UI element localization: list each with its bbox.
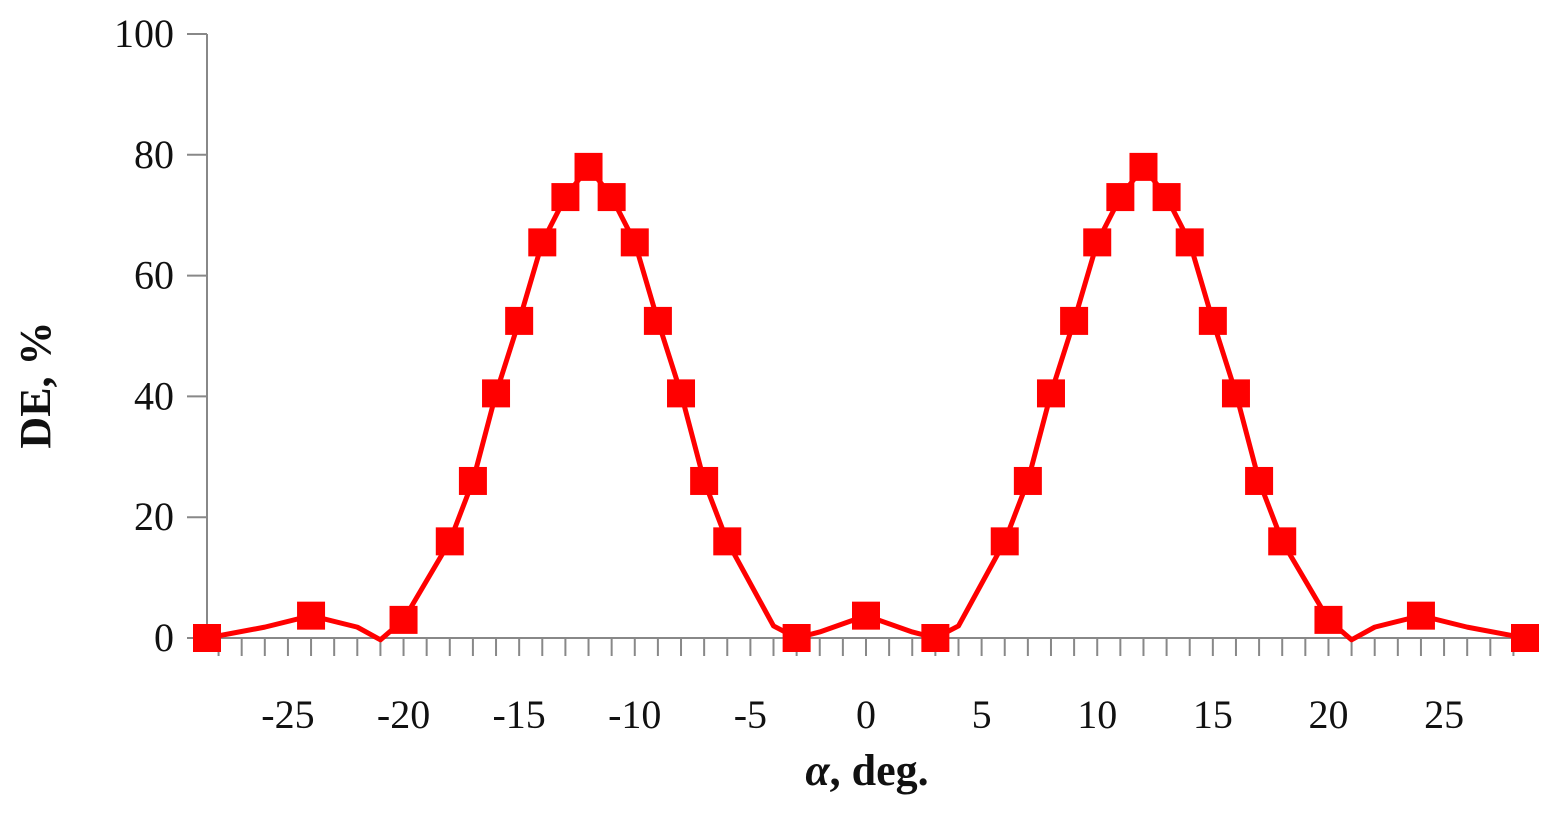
data-point-marker [482, 379, 511, 408]
y-ticks: 0 20 40 60 80 100 [114, 11, 207, 660]
data-point-marker [505, 306, 534, 335]
x-axis-title-unit: , deg. [830, 746, 929, 795]
data-point-marker [1314, 605, 1343, 634]
data-point-marker [620, 228, 649, 257]
data-point-marker [1406, 601, 1435, 630]
data-point-marker [1060, 306, 1089, 335]
y-axis-title: DE, % [11, 321, 60, 448]
data-point-marker [1083, 228, 1112, 257]
x-tick-label: -25 [261, 692, 314, 737]
data-point-marker [852, 601, 880, 630]
y-tick-label: 20 [134, 494, 174, 539]
x-tick-label: 5 [972, 692, 992, 737]
data-point-marker [643, 306, 672, 335]
x-tick-label: -10 [608, 692, 661, 737]
data-point-marker [1013, 466, 1042, 495]
x-tick-label: -20 [377, 692, 430, 737]
x-tick-label: 20 [1308, 692, 1348, 737]
x-tick-label: 15 [1193, 692, 1233, 737]
data-point-marker [1221, 379, 1250, 408]
data-point-marker [1129, 152, 1158, 181]
x-tick-label: -5 [734, 692, 767, 737]
x-tick-label: 0 [856, 692, 876, 737]
y-tick-label: 0 [154, 615, 174, 660]
x-tick-label: -15 [492, 692, 545, 737]
data-point-marker [551, 183, 580, 212]
data-point-marker [1036, 379, 1065, 408]
data-point-marker [528, 228, 557, 257]
data-point-marker [667, 379, 696, 408]
data-point-marker [1106, 183, 1135, 212]
data-point-marker [1511, 624, 1539, 652]
data-point-marker [1245, 466, 1274, 495]
x-tick-label: 10 [1077, 692, 1117, 737]
data-point-marker [389, 605, 418, 634]
data-point-marker [458, 466, 487, 495]
axes: 0 20 40 60 80 100 -25 -20 -15 -10 -5 0 5 10 15 20 25 [114, 11, 1525, 737]
y-tick-label: 60 [134, 253, 174, 298]
data-point-marker [193, 624, 221, 652]
data-point-marker [1268, 527, 1297, 556]
y-tick-label: 80 [134, 132, 174, 177]
data-point-marker [782, 624, 811, 652]
x-ticks: -25 -20 -15 -10 -5 0 5 10 15 20 25 [217, 638, 1515, 737]
data-point-marker [597, 183, 626, 212]
data-point-marker [990, 527, 1019, 556]
data-point-marker [690, 466, 719, 495]
data-point-marker [574, 152, 603, 181]
x-axis-title-symbol: α [805, 746, 830, 795]
data-point-marker [435, 527, 464, 556]
plot-area [193, 152, 1539, 652]
y-tick-label: 100 [114, 11, 174, 56]
series-line [206, 164, 1526, 643]
x-tick-label: 25 [1424, 692, 1464, 737]
data-point-marker [713, 527, 742, 556]
data-point-marker [1152, 183, 1181, 212]
data-point-marker [1175, 228, 1204, 257]
y-tick-label: 40 [134, 373, 174, 418]
x-axis-title: α, deg. [805, 746, 928, 795]
data-point-marker [921, 624, 950, 652]
data-point-marker [297, 601, 326, 630]
data-point-marker [1198, 306, 1227, 335]
